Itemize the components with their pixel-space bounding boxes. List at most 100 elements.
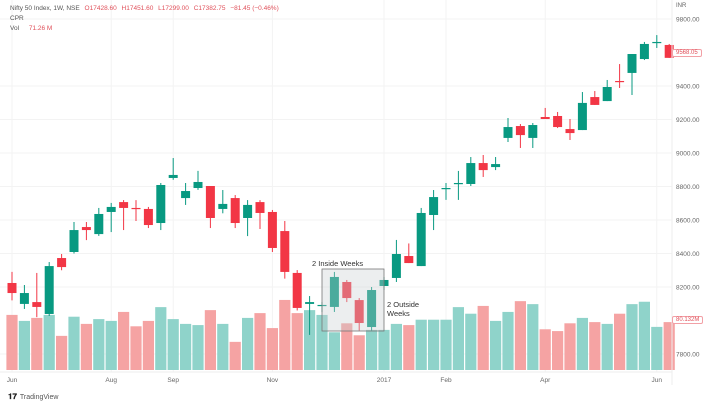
volume-legend[interactable]: Vol 71.26 M bbox=[10, 25, 52, 32]
volume-bar bbox=[155, 307, 167, 370]
volume-bar bbox=[130, 326, 142, 370]
volume-bar bbox=[638, 301, 650, 370]
volume-bar bbox=[651, 326, 663, 370]
volume-bar bbox=[291, 313, 303, 370]
volume-bar bbox=[93, 319, 105, 370]
volume-bar bbox=[403, 325, 415, 370]
time-tick-label: Sep bbox=[167, 377, 179, 384]
time-tick-label: Nov bbox=[267, 377, 279, 384]
candle-body bbox=[44, 266, 54, 314]
price-tick-label: 9000.00 bbox=[676, 151, 700, 158]
volume-bar bbox=[68, 316, 80, 370]
candle-body bbox=[81, 227, 91, 231]
volume-bar bbox=[589, 322, 601, 370]
candle-body bbox=[590, 97, 600, 105]
candle-body bbox=[280, 231, 290, 272]
candle-body bbox=[627, 54, 637, 73]
volume-bar bbox=[341, 323, 353, 370]
candle-body bbox=[540, 116, 550, 119]
price-tick-label: 8600.00 bbox=[676, 218, 700, 225]
symbol-legend[interactable]: Nifty 50 Index, 1W, NSE O17428.60 H17451… bbox=[10, 5, 279, 12]
volume-bar bbox=[663, 322, 675, 370]
price-tick-label: 8800.00 bbox=[676, 184, 700, 191]
symbol-title: Nifty 50 Index, 1W, NSE bbox=[10, 5, 80, 12]
time-tick-label: Jun bbox=[652, 377, 663, 384]
volume-bar bbox=[626, 304, 638, 370]
candle-body bbox=[32, 302, 42, 307]
candle-body bbox=[230, 198, 240, 224]
open-value: O17428.60 bbox=[84, 5, 117, 12]
last-price-tag: 9568.05 bbox=[672, 49, 702, 57]
volume-bar bbox=[353, 335, 365, 370]
candle-body bbox=[602, 87, 612, 102]
tradingview-logo[interactable]: 𝟏𝟕 TradingView bbox=[8, 392, 58, 402]
candle-body bbox=[205, 186, 215, 218]
candle-body bbox=[267, 211, 277, 248]
time-tick-label: Aug bbox=[105, 377, 117, 384]
candle-body bbox=[354, 300, 364, 324]
candle-body bbox=[553, 115, 563, 128]
price-tick-label: 9800.00 bbox=[676, 17, 700, 24]
candle-body bbox=[193, 181, 203, 189]
time-axis[interactable]: Jun Aug Sep Nov 2017 Feb Apr Jun bbox=[7, 377, 663, 384]
volume-bar bbox=[614, 313, 626, 370]
volume-bar bbox=[56, 335, 68, 370]
volume-bar bbox=[316, 314, 328, 370]
volume-bar bbox=[118, 311, 130, 370]
candle-body bbox=[515, 126, 525, 136]
candle-body bbox=[143, 208, 153, 226]
volume-bar bbox=[564, 323, 576, 370]
volume-bars bbox=[6, 299, 675, 370]
candle-body bbox=[156, 184, 166, 224]
volume-bar bbox=[502, 311, 514, 370]
volume-bar bbox=[142, 320, 154, 370]
tradingview-logo-icon: 𝟏𝟕 bbox=[8, 392, 17, 401]
candle-body bbox=[168, 174, 178, 178]
candle-body bbox=[391, 254, 401, 278]
candle-body bbox=[57, 258, 67, 268]
candle-body bbox=[478, 163, 488, 171]
volume-bar bbox=[18, 320, 30, 370]
volume-bar bbox=[167, 319, 179, 370]
volume-bar bbox=[6, 314, 18, 370]
candle-body bbox=[528, 125, 538, 138]
time-tick-label: Jun bbox=[7, 377, 18, 384]
candle-body bbox=[7, 282, 17, 294]
candle-body bbox=[503, 127, 513, 138]
last-volume-tag: 80.132M bbox=[672, 316, 704, 324]
volume-bar bbox=[465, 313, 477, 370]
volume-bar bbox=[490, 320, 502, 370]
volume-bar bbox=[428, 319, 440, 370]
high-value: H17451.60 bbox=[121, 5, 154, 12]
volume-bar bbox=[242, 317, 254, 370]
candle-body bbox=[416, 212, 426, 267]
low-value: L17299.00 bbox=[158, 5, 189, 12]
outside-weeks-line2: Weeks bbox=[387, 309, 410, 318]
volume-bar bbox=[601, 323, 613, 370]
volume-bar bbox=[539, 329, 551, 370]
candle-body bbox=[466, 163, 476, 184]
candle-body bbox=[404, 256, 414, 264]
volume-label: Vol bbox=[10, 25, 20, 32]
candle-body bbox=[305, 302, 315, 304]
currency-label: INR bbox=[676, 3, 687, 9]
candle-body bbox=[491, 164, 501, 168]
candle-body bbox=[652, 41, 662, 44]
time-tick-label: Feb bbox=[440, 377, 452, 384]
candle-body bbox=[255, 202, 265, 213]
price-axis[interactable]: 9800.00 9400.00 9200.00 9000.00 8800.00 8600.… bbox=[676, 17, 700, 359]
volume-bar bbox=[204, 310, 216, 370]
volume-bar bbox=[390, 323, 402, 370]
price-tick-label: 9200.00 bbox=[676, 117, 700, 124]
volume-bar bbox=[279, 299, 291, 370]
inside-weeks-annotation: 2 Inside Weeks bbox=[312, 259, 364, 268]
volume-bar bbox=[415, 319, 427, 370]
volume-bar bbox=[514, 301, 526, 370]
candle-body bbox=[243, 204, 253, 218]
indicator-legend-cpr[interactable]: CPR bbox=[10, 15, 24, 22]
volume-bar bbox=[266, 328, 278, 370]
candle-body bbox=[329, 276, 339, 307]
candle-body bbox=[342, 281, 352, 299]
candle-body bbox=[218, 203, 228, 209]
